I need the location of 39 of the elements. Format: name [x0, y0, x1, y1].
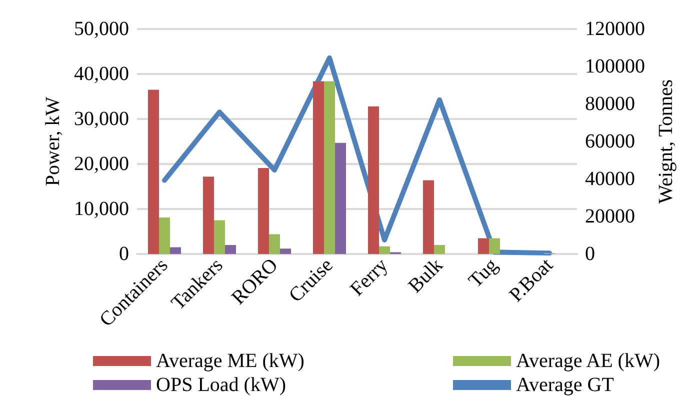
bar — [379, 246, 390, 254]
bar — [148, 90, 159, 254]
bar — [203, 176, 214, 254]
legend-label: Average GT — [516, 374, 614, 396]
y2-tick-label: 100000 — [585, 56, 645, 78]
y2-tick-label: 20000 — [585, 206, 635, 228]
bar — [313, 81, 324, 254]
y-tick-label: 40,000 — [74, 63, 129, 85]
bar — [214, 220, 225, 254]
y-tick-label: 30,000 — [74, 108, 129, 130]
y-tick-label: 0 — [119, 243, 129, 265]
bar — [423, 180, 434, 254]
bar — [368, 106, 379, 254]
y2-tick-label: 120000 — [585, 18, 645, 40]
bar — [335, 142, 346, 254]
y-axis-title: Power, kW — [42, 96, 64, 186]
y2-tick-label: 60000 — [585, 130, 635, 152]
y-tick-label: 10,000 — [74, 198, 129, 220]
legend-label: Average ME (kW) — [156, 350, 304, 372]
y2-axis-title: Weignt, Tonnes — [654, 79, 677, 204]
y-tick-label: 20,000 — [74, 153, 129, 175]
bar — [170, 247, 181, 254]
bar — [159, 218, 170, 254]
bar — [434, 245, 445, 254]
x-tick-label: Tug — [464, 254, 502, 292]
bar — [258, 168, 269, 254]
bar — [324, 81, 335, 254]
x-tick-label: Bulk — [404, 254, 448, 298]
legend-label: OPS Load (kW) — [156, 374, 286, 396]
legend-label: Average AE (kW) — [516, 350, 660, 372]
y2-tick-label: 80000 — [585, 93, 635, 115]
bar — [478, 238, 489, 254]
bar — [280, 248, 291, 254]
bar — [489, 238, 500, 254]
bar — [225, 245, 236, 254]
y-tick-label: 50,000 — [74, 18, 129, 40]
y2-tick-label: 0 — [585, 243, 595, 265]
bar — [269, 234, 280, 254]
y2-tick-label: 40000 — [585, 168, 635, 190]
